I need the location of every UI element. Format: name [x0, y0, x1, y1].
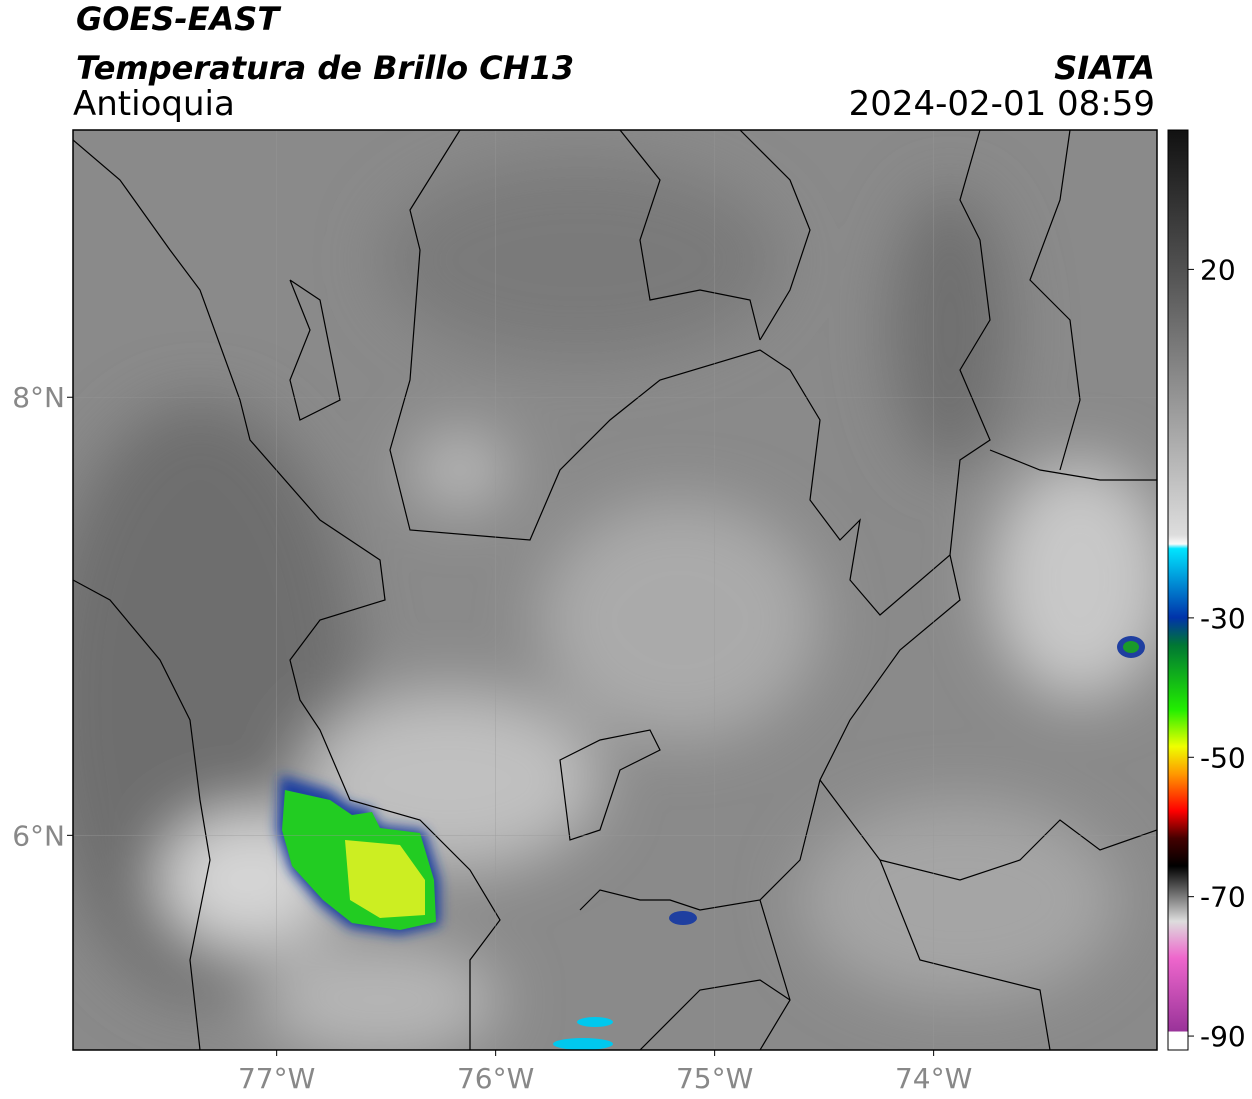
graticule: [73, 130, 1157, 1050]
x-tick-label: 77°W: [238, 1062, 315, 1095]
region: Antioquia: [73, 84, 235, 124]
colorbar-tick-label: -30: [1200, 602, 1246, 635]
map-frame: [72, 129, 1158, 1051]
colorbar-tick-label: -90: [1200, 1020, 1246, 1053]
x-tick-label: 76°W: [457, 1062, 534, 1095]
y-tick-label: 6°N: [12, 819, 65, 852]
colorbar-tick-label: -70: [1200, 881, 1246, 914]
source: SIATA: [1054, 49, 1155, 87]
colorbar-tick-label: 20: [1200, 253, 1236, 286]
x-tick-label: 74°W: [895, 1062, 972, 1095]
datetime: 2024-02-01 08:59: [849, 84, 1155, 124]
x-tick-label: 75°W: [676, 1062, 753, 1095]
title: GOES-EAST: [76, 0, 281, 38]
subtitle: Temperatura de Brillo CH13: [76, 49, 574, 87]
colorbar-tick-label: -50: [1200, 741, 1246, 774]
satellite-image: [73, 130, 1157, 1050]
y-tick-label: 8°N: [12, 381, 65, 414]
colorbar: [1167, 129, 1189, 1051]
